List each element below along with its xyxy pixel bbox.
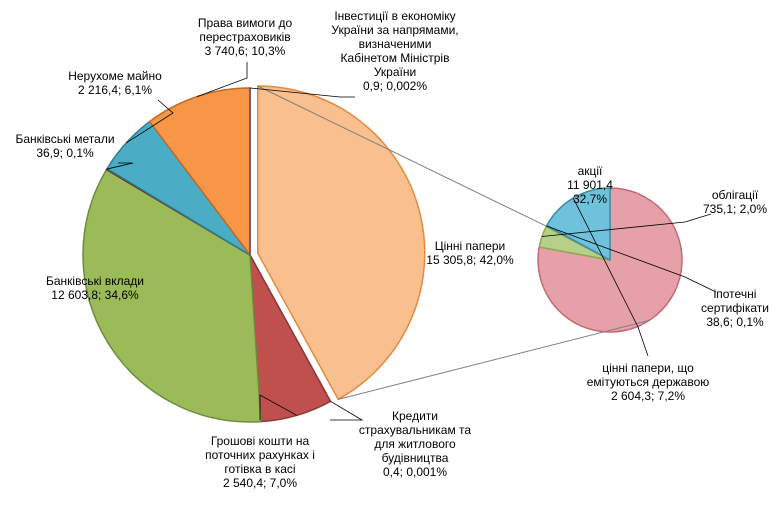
label-realestate-line-0: Нерухоме майно: [68, 69, 162, 83]
label-credits-line-2: для житлового: [374, 437, 456, 451]
label-shares-line-1: 11 901,4: [567, 178, 613, 192]
label-shares-line-0: акції: [578, 164, 603, 178]
label-mortgage-line-0: іпотечні: [714, 287, 757, 301]
label-cash-line-2: готівка в касі: [224, 462, 295, 476]
label-cash-line-0: Грошові кошти на: [211, 434, 310, 448]
label-cash-line-1: поточних рахунках і: [205, 448, 315, 462]
label-credits-line-4: 0,4; 0,001%: [383, 465, 447, 479]
label-bonds-line-0: облігації: [712, 188, 759, 202]
label-deposits-line-1: 12 603,8; 34,6%: [51, 288, 139, 302]
label-reinsurers-line-1: перестраховиків: [199, 30, 290, 44]
label-cabinet-line-3: Кабінетом Міністрів: [341, 51, 450, 65]
label-cabinet-line-1: України за напрямами,: [331, 23, 458, 37]
label-deposits: Банківські вклади12 603,8; 34,6%: [46, 274, 144, 302]
label-metals-line-0: Банківські метали: [15, 132, 114, 146]
label-reinsurers-line-2: 3 740,6; 10,3%: [205, 44, 286, 58]
label-bonds-line-1: 735,1; 2,0%: [703, 202, 767, 216]
label-metals-line-1: 36,9; 0,1%: [36, 146, 94, 160]
label-realestate-line-1: 2 216,4; 6,1%: [78, 83, 152, 97]
label-cabinet-line-0: Інвестиції в економіку: [334, 9, 455, 23]
sub-pie: [538, 188, 682, 332]
label-shares-line-2: 32,7%: [573, 192, 607, 206]
label-credits-line-1: страхувальникам та: [359, 423, 471, 437]
label-cabinet-line-4: України: [374, 65, 416, 79]
label-securities-line-1: 15 305,8; 42,0%: [426, 253, 514, 267]
label-reinsurers-line-0: Права вимоги до: [198, 16, 293, 30]
label-securities: Цінні папери15 305,8; 42,0%: [426, 239, 514, 267]
label-gov-line-2: 2 604,3; 7,2%: [611, 389, 685, 403]
label-mortgage-line-1: сертифікати: [701, 301, 769, 315]
label-mortgage-line-2: 38,6; 0,1%: [706, 315, 764, 329]
label-gov-line-0: цінні папери, що: [602, 361, 694, 375]
label-credits-line-3: будівництва: [382, 451, 449, 465]
label-securities-line-0: Цінні папери: [435, 239, 506, 253]
label-deposits-line-0: Банківські вклади: [46, 274, 144, 288]
label-gov-line-1: емітуються державою: [587, 375, 710, 389]
label-cash-line-3: 2 540,4; 7,0%: [223, 476, 297, 490]
label-credits-line-0: Кредити: [392, 409, 438, 423]
label-cabinet-line-5: 0,9; 0,002%: [363, 79, 427, 93]
label-cabinet-line-2: визначеними: [359, 37, 432, 51]
